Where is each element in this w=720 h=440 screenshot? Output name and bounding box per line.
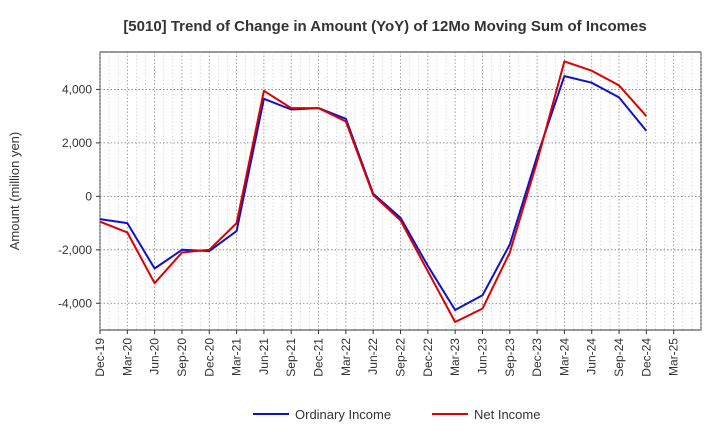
x-tick-label: Sep-23	[503, 338, 517, 377]
x-tick-label: Dec-24	[639, 338, 653, 377]
plot-area: -4,000 -2,000 0 2,000 4,000 Dec-19 Mar-20 Jun-2…	[58, 51, 702, 377]
x-tick-label: Mar-20	[120, 338, 134, 376]
x-tick-label: Sep-21	[284, 338, 298, 377]
y-tick-label: -4,000	[58, 296, 92, 310]
x-tick-label: Dec-21	[312, 338, 326, 377]
x-tick-label: Jun-22	[366, 338, 380, 375]
legend-label: Net Income	[474, 407, 540, 422]
x-tick-label: Sep-22	[394, 338, 408, 377]
x-tick-label: Mar-21	[230, 338, 244, 376]
x-tick-label: Jun-23	[475, 338, 489, 375]
y-tick-label: 4,000	[62, 82, 92, 96]
x-tick-label: Dec-20	[202, 338, 216, 377]
x-tick-label: Jun-21	[257, 338, 271, 375]
x-tick-label: Mar-24	[557, 338, 571, 376]
x-tick-label: Jun-20	[148, 338, 162, 375]
x-tick-label: Mar-25	[667, 338, 681, 376]
chart-title: [5010] Trend of Change in Amount (YoY) o…	[123, 18, 646, 35]
x-tick-label: Sep-20	[175, 338, 189, 377]
y-tick-label: 0	[85, 189, 92, 203]
x-tick-label: Jun-24	[585, 338, 599, 375]
y-tick-label: -2,000	[58, 243, 92, 257]
x-tick-label: Mar-22	[339, 338, 353, 376]
x-tick-label: Mar-23	[448, 338, 462, 376]
x-tick-label: Dec-19	[93, 338, 107, 377]
legend: Ordinary Income Net Income	[253, 407, 540, 422]
y-axis-label: Amount (million yen)	[7, 132, 22, 251]
x-tick-label: Sep-24	[612, 338, 626, 377]
legend-label: Ordinary Income	[295, 407, 391, 422]
series-line-net-income	[99, 60, 648, 323]
y-tick-label: 2,000	[62, 136, 92, 150]
x-tick-label: Dec-22	[421, 338, 435, 377]
x-tick-label: Dec-23	[530, 338, 544, 377]
